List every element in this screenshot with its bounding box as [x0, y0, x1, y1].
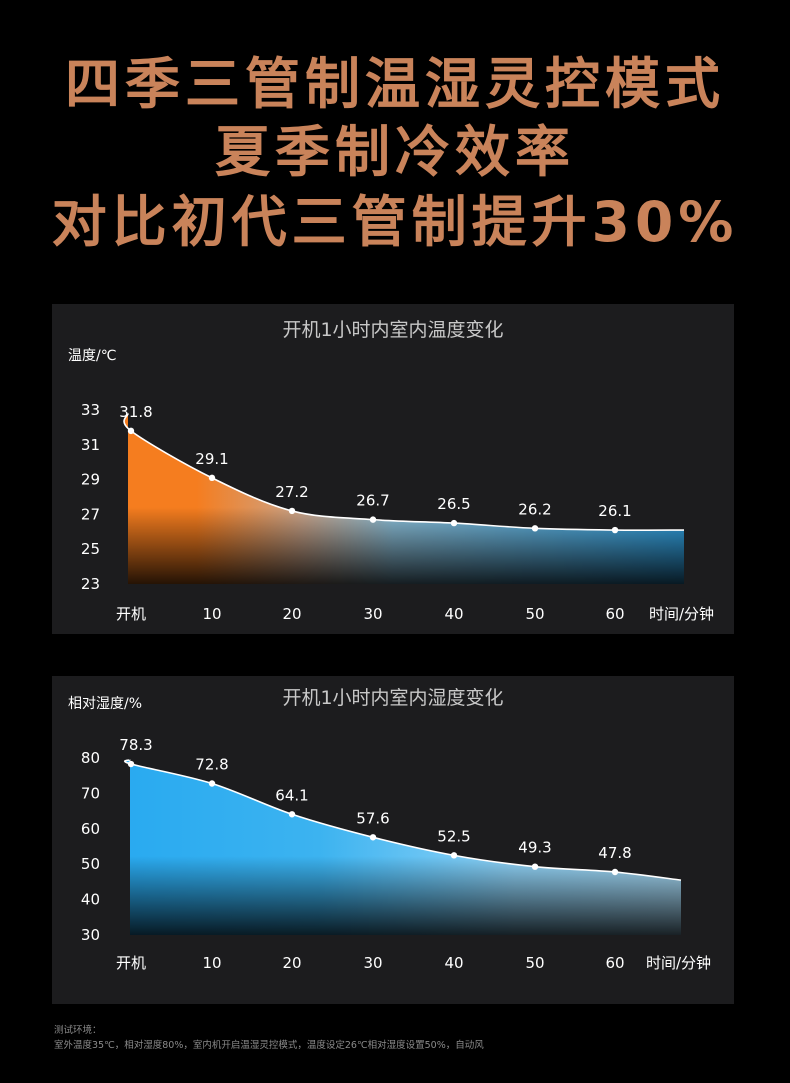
x-tick-label: 60	[605, 605, 624, 623]
headline-line-3: 对比初代三管制提升30%	[51, 190, 739, 254]
x-tick-label: 开机	[116, 954, 146, 972]
data-point	[127, 760, 135, 768]
data-label: 31.8	[119, 403, 152, 421]
y-tick-label: 27	[81, 505, 100, 523]
area-bottom-shade	[124, 413, 685, 584]
x-tick-label: 60	[605, 954, 624, 972]
data-point	[531, 525, 539, 532]
x-tick-label: 开机	[116, 605, 146, 623]
data-point	[127, 427, 135, 435]
data-label: 29.1	[195, 450, 228, 468]
data-label: 26.5	[437, 495, 470, 513]
data-label: 78.3	[119, 736, 152, 754]
data-label: 26.7	[356, 492, 389, 510]
footnote-label: 测试环境：	[54, 1025, 102, 1036]
headline-line-2: 夏季制冷效率	[214, 120, 575, 184]
chart-title: 开机1小时内室内温度变化	[282, 319, 503, 341]
y-tick-label: 29	[81, 471, 100, 489]
y-tick-label: 33	[81, 401, 100, 419]
y-tick-label: 31	[81, 436, 100, 454]
data-label: 27.2	[275, 483, 308, 501]
x-tick-label: 50	[525, 605, 544, 623]
y-tick-label: 30	[81, 926, 100, 944]
x-tick-label: 10	[202, 605, 221, 623]
data-label: 26.2	[518, 500, 551, 518]
data-point	[369, 834, 377, 841]
data-point	[288, 811, 296, 818]
data-label: 72.8	[195, 755, 228, 773]
y-axis-label: 相对湿度/%	[68, 696, 142, 712]
data-label: 64.1	[275, 786, 308, 804]
data-point	[531, 863, 539, 870]
data-point	[288, 507, 296, 515]
x-tick-label: 30	[363, 954, 382, 972]
x-tick-label: 30	[363, 605, 382, 623]
headline-line-1: 四季三管制温湿灵控模式	[64, 52, 725, 116]
x-tick-label: 20	[282, 954, 301, 972]
footnote-text: 室外温度35℃，相对湿度80%，室内机开启温湿灵控模式，温度设定26℃相对湿度设…	[54, 1040, 484, 1051]
y-axis-label: 温度/℃	[68, 348, 116, 364]
y-tick-label: 40	[81, 891, 100, 909]
humidity-chart-panel: 开机1小时内室内湿度变化 相对湿度/% 80 70 60 50 40 30 78.3 72.8 64…	[52, 676, 734, 1004]
y-tick-label: 50	[81, 855, 100, 873]
data-label: 52.5	[437, 827, 470, 845]
data-point	[611, 526, 619, 534]
chart-title: 开机1小时内室内湿度变化	[282, 687, 503, 709]
humidity-chart: 开机1小时内室内湿度变化 相对湿度/% 80 70 60 50 40 30 78.3 72.8 64…	[68, 687, 711, 972]
data-label: 49.3	[518, 839, 551, 857]
x-axis-label: 时间/分钟	[646, 954, 711, 972]
y-tick-label: 80	[81, 749, 100, 767]
y-tick-label: 70	[81, 784, 100, 802]
data-point	[369, 516, 377, 523]
y-tick-label: 25	[81, 540, 100, 558]
temperature-chart-panel: 开机1小时内室内温度变化温度/℃ 33 31 29 27 25 23 31.8 29.1 27.2…	[52, 304, 734, 634]
y-tick-label: 23	[81, 575, 100, 593]
data-point	[611, 868, 619, 876]
x-tick-label: 20	[282, 605, 301, 623]
x-tick-label: 10	[202, 954, 221, 972]
data-label: 47.8	[598, 844, 631, 862]
data-label: 57.6	[356, 809, 389, 827]
data-point	[450, 519, 458, 527]
x-axis-label: 时间/分钟	[649, 605, 714, 623]
data-label: 26.1	[598, 502, 631, 520]
x-tick-label: 50	[525, 954, 544, 972]
x-tick-label: 40	[444, 605, 463, 623]
data-point	[450, 852, 458, 859]
data-point	[208, 474, 216, 482]
data-point	[208, 780, 216, 787]
y-tick-label: 60	[81, 820, 100, 838]
x-tick-label: 40	[444, 954, 463, 972]
